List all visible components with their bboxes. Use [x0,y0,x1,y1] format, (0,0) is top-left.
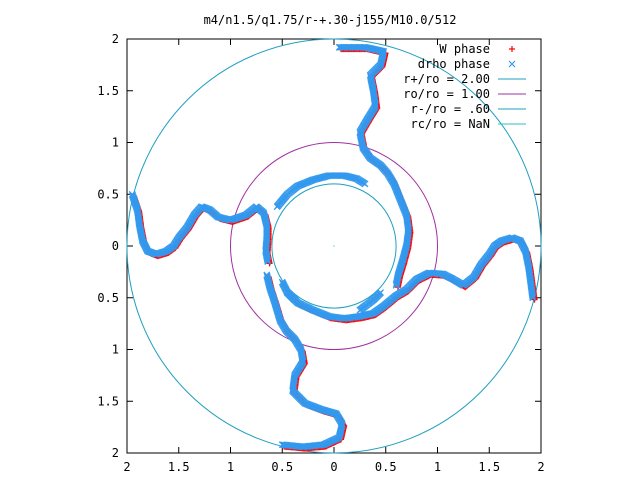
legend-label: r+/ro = 2.00 [403,72,490,86]
data-point [291,296,299,304]
data-point [263,255,271,263]
x-tick-label: 1.5 [168,460,190,474]
x-tick-label: 1 [227,460,234,474]
legend-label: ro/ro = 1.00 [403,87,490,101]
legend-label: W phase [439,42,490,56]
y-tick-label: 1.5 [97,394,119,408]
x-tick-label: 0 [330,460,337,474]
x-tick-label: 1.5 [478,460,500,474]
x-tick-label: 0.5 [375,460,397,474]
y-tick-label: 0 [112,239,119,253]
data-point [356,306,364,314]
data-point [393,279,400,287]
y-tick-label: 1 [112,136,119,150]
circle-r-ro-60 [271,183,397,309]
circle-ro-ro-1-00 [230,142,438,350]
data-point [264,258,272,265]
legend-label: drho phase [418,57,490,71]
legend-marker-plus [509,46,515,52]
legend-label: r-/ro = .60 [411,102,490,116]
circle-r-ro-2-00 [126,38,542,454]
x-tick-label: 1 [434,460,441,474]
data-point [264,256,271,264]
center-dot [333,245,335,247]
y-tick-label: 1.5 [97,84,119,98]
chart-title: m4/n1.5/q1.75/r-+.30-j155/M10.0/512 [204,13,457,27]
y-tick-label: 2 [112,32,119,46]
x-tick-label: 0.5 [271,460,293,474]
y-tick-label: 2 [112,446,119,460]
x-tick-label: 2 [123,460,130,474]
legend-marker-cross [508,60,516,68]
data-point [392,281,400,289]
legend-label: rc/ro = NaN [411,117,490,131]
data-point [263,271,271,279]
data-point [392,280,400,288]
y-tick-label: 1 [112,343,119,357]
y-tick-label: 0.5 [97,187,119,201]
series-drho-phase [128,43,537,451]
y-tick-label: 0.5 [97,291,119,305]
x-tick-label: 2 [537,460,544,474]
data-point [361,180,369,188]
